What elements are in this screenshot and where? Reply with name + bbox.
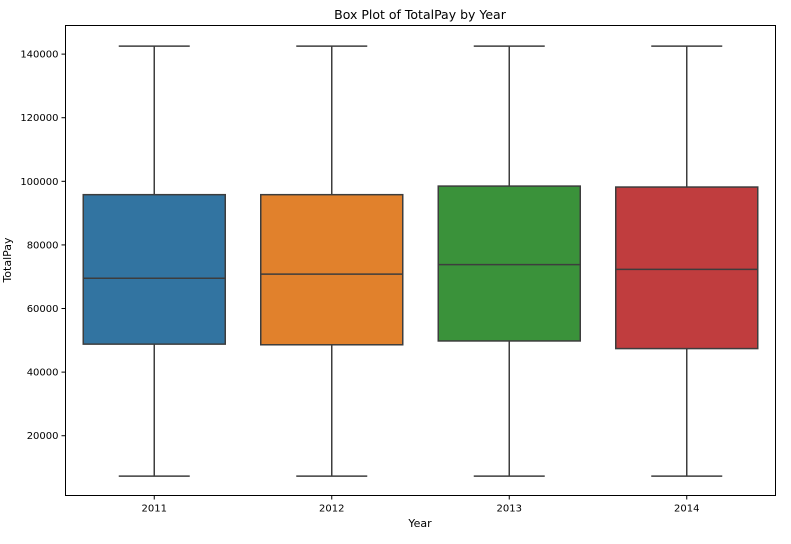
box-2012 bbox=[260, 45, 404, 477]
y-tick-label: 80000 bbox=[27, 240, 59, 251]
box-2011 bbox=[82, 45, 226, 477]
y-axis-title: TotalPay bbox=[1, 237, 14, 284]
box-2014 bbox=[615, 45, 759, 477]
x-tick-label: 2012 bbox=[319, 504, 344, 515]
x-axis: 2011 2012 2013 2014 bbox=[142, 495, 699, 515]
x-tick-label: 2011 bbox=[142, 504, 167, 515]
y-axis: 20000 40000 60000 80000 100000 120000 140000 bbox=[20, 50, 66, 442]
x-axis-title: Year bbox=[407, 517, 432, 530]
y-tick-label: 140000 bbox=[20, 50, 58, 61]
y-tick-label: 100000 bbox=[20, 177, 58, 188]
x-tick-label: 2013 bbox=[497, 504, 522, 515]
boxes bbox=[82, 45, 759, 477]
iqr-box bbox=[437, 185, 581, 342]
y-tick-label: 120000 bbox=[20, 113, 58, 124]
plot-area-frame bbox=[65, 25, 776, 496]
iqr-box bbox=[260, 193, 404, 346]
y-tick-label: 40000 bbox=[27, 368, 59, 379]
box-2013 bbox=[437, 45, 581, 477]
y-tick-label: 60000 bbox=[27, 304, 59, 315]
y-tick-label: 20000 bbox=[27, 431, 59, 442]
chart-title: Box Plot of TotalPay by Year bbox=[334, 7, 507, 22]
iqr-box bbox=[615, 186, 759, 350]
iqr-box bbox=[82, 193, 226, 345]
x-tick-label: 2014 bbox=[674, 504, 699, 515]
